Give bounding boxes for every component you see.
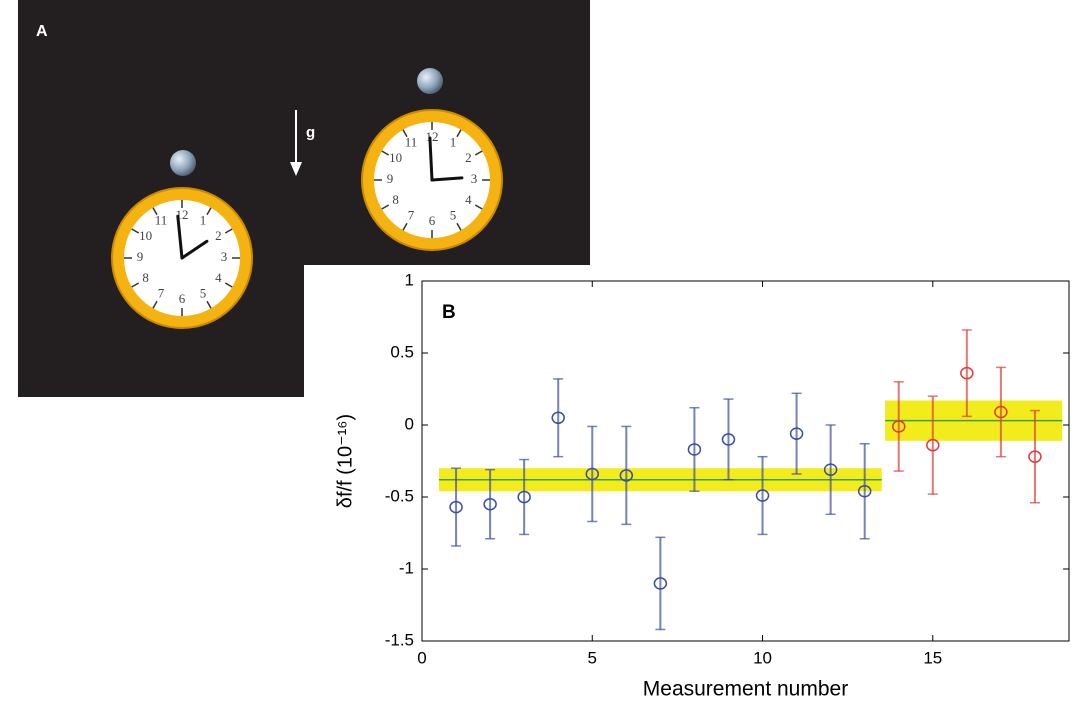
clock-numeral: 5: [200, 285, 207, 300]
data-point: [585, 467, 600, 481]
clock-numeral: 9: [387, 171, 394, 186]
clock-numeral: 3: [221, 249, 228, 264]
gravity-label: g: [306, 124, 315, 141]
clock-tick: [456, 222, 462, 231]
clock-numeral: 12: [426, 129, 439, 144]
clock-tick: [402, 222, 408, 231]
clock-numeral: 9: [137, 249, 144, 264]
ball: [417, 68, 443, 94]
panel-b-label: B: [442, 302, 456, 323]
clock-numeral: 10: [389, 150, 402, 165]
data-point: [823, 463, 838, 476]
data-point: [551, 411, 565, 425]
data-point: [653, 577, 668, 590]
clock-hand: [180, 239, 209, 260]
clock-tick: [402, 129, 408, 138]
y-tick-label: -1: [399, 558, 414, 577]
clock-numeral: 3: [471, 171, 478, 186]
data-point: [1028, 450, 1042, 463]
data-point: [891, 420, 906, 433]
x-tick-label: 5: [588, 648, 597, 667]
data-point: [960, 366, 974, 380]
clock-tick: [131, 228, 140, 234]
clock-numeral: 8: [392, 192, 399, 207]
data-point: [517, 490, 531, 504]
x-tick-label: 0: [417, 648, 426, 667]
clock-numeral: 11: [405, 135, 418, 150]
clock-tick: [152, 300, 158, 309]
clock-numeral: 2: [215, 228, 222, 243]
data-point: [994, 405, 1008, 419]
y-tick-label: 1: [405, 270, 414, 289]
clock-tick: [474, 204, 483, 210]
data-point: [721, 433, 736, 446]
clock-tick: [206, 207, 212, 216]
clock-numeral: 7: [408, 207, 415, 222]
clock-tick: [224, 228, 233, 234]
x-tick-label: 10: [753, 648, 772, 667]
data-point: [755, 489, 770, 502]
clock-numeral: 8: [142, 270, 149, 285]
clock-tick: [456, 129, 462, 138]
clock-numeral: 2: [465, 150, 472, 165]
clock-tick: [206, 300, 212, 309]
clock-hand: [430, 176, 464, 182]
clock-numeral: 11: [155, 213, 168, 228]
gravity-arrowhead: [290, 162, 302, 176]
clock-tick: [474, 150, 483, 156]
clock-numeral: 7: [158, 285, 165, 300]
panel-a-label: A: [36, 23, 48, 40]
data-point: [619, 469, 634, 482]
clock-tick: [152, 207, 158, 216]
clock-hand: [176, 214, 184, 260]
clock-numeral: 1: [450, 135, 457, 150]
data-point: [857, 484, 872, 498]
y-tick-label: -0.5: [385, 486, 414, 505]
x-tick-label: 15: [923, 648, 942, 667]
data-point: [687, 443, 702, 456]
y-axis-label: δf/f (10⁻¹⁶): [334, 414, 356, 508]
chart: 0 5 10 15 -1.5 -1 -0.5 0 0.5 1 B Measurement number…: [334, 270, 1070, 701]
y-tick-label: 0: [405, 414, 414, 433]
clock-numeral: 5: [450, 207, 457, 222]
clock-numeral: 10: [139, 228, 152, 243]
clock-hand: [428, 136, 434, 182]
clock-tick: [224, 282, 233, 288]
clock-numeral: 4: [215, 270, 222, 285]
data-point: [926, 438, 940, 452]
data-point: [483, 497, 497, 511]
clock-numeral: 1: [200, 213, 207, 228]
clock-tick: [381, 204, 390, 210]
clock-numeral: 6: [429, 213, 436, 228]
y-tick-label: 0.5: [390, 342, 414, 361]
x-axis-label: Measurement number: [643, 678, 848, 701]
plot-frame: [421, 280, 1070, 642]
data-point: [789, 427, 804, 440]
clock-numeral: 6: [179, 291, 186, 306]
clock-tick: [381, 150, 390, 156]
clock-tick: [131, 282, 140, 288]
data-point: [449, 500, 463, 514]
clock-numeral: 4: [465, 192, 472, 207]
y-tick-label: -1.5: [385, 630, 414, 649]
ball: [170, 150, 196, 176]
